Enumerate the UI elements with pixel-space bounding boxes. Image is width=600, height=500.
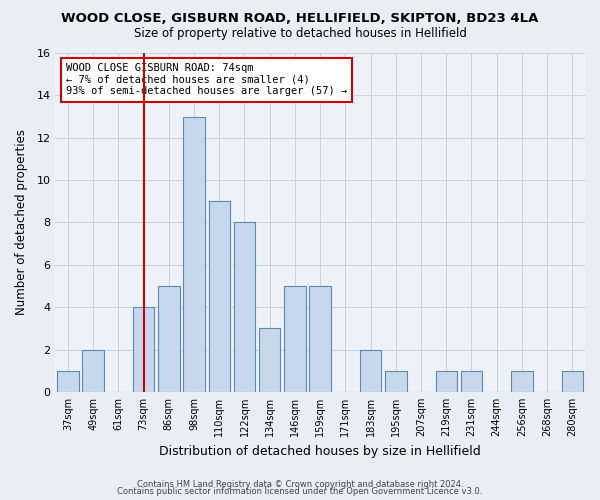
Bar (562, 370, 583, 392)
Bar (284, 286, 305, 392)
Bar (158, 286, 179, 392)
Text: WOOD CLOSE, GISBURN ROAD, HELLIFIELD, SKIPTON, BD23 4LA: WOOD CLOSE, GISBURN ROAD, HELLIFIELD, SK… (61, 12, 539, 26)
Bar (209, 202, 230, 392)
Bar (234, 222, 255, 392)
Y-axis label: Number of detached properties: Number of detached properties (15, 130, 28, 316)
Bar (385, 370, 407, 392)
Bar (360, 350, 382, 392)
Bar (259, 328, 280, 392)
Bar (57, 370, 79, 392)
Text: Contains public sector information licensed under the Open Government Licence v3: Contains public sector information licen… (118, 488, 482, 496)
X-axis label: Distribution of detached houses by size in Hellifield: Distribution of detached houses by size … (159, 444, 481, 458)
Text: WOOD CLOSE GISBURN ROAD: 74sqm
← 7% of detached houses are smaller (4)
93% of se: WOOD CLOSE GISBURN ROAD: 74sqm ← 7% of d… (66, 63, 347, 96)
Bar (310, 286, 331, 392)
Bar (82, 350, 104, 392)
Bar (184, 116, 205, 392)
Text: Contains HM Land Registry data © Crown copyright and database right 2024.: Contains HM Land Registry data © Crown c… (137, 480, 463, 489)
Bar (461, 370, 482, 392)
Text: Size of property relative to detached houses in Hellifield: Size of property relative to detached ho… (134, 28, 466, 40)
Bar (511, 370, 533, 392)
Bar (436, 370, 457, 392)
Bar (133, 307, 154, 392)
